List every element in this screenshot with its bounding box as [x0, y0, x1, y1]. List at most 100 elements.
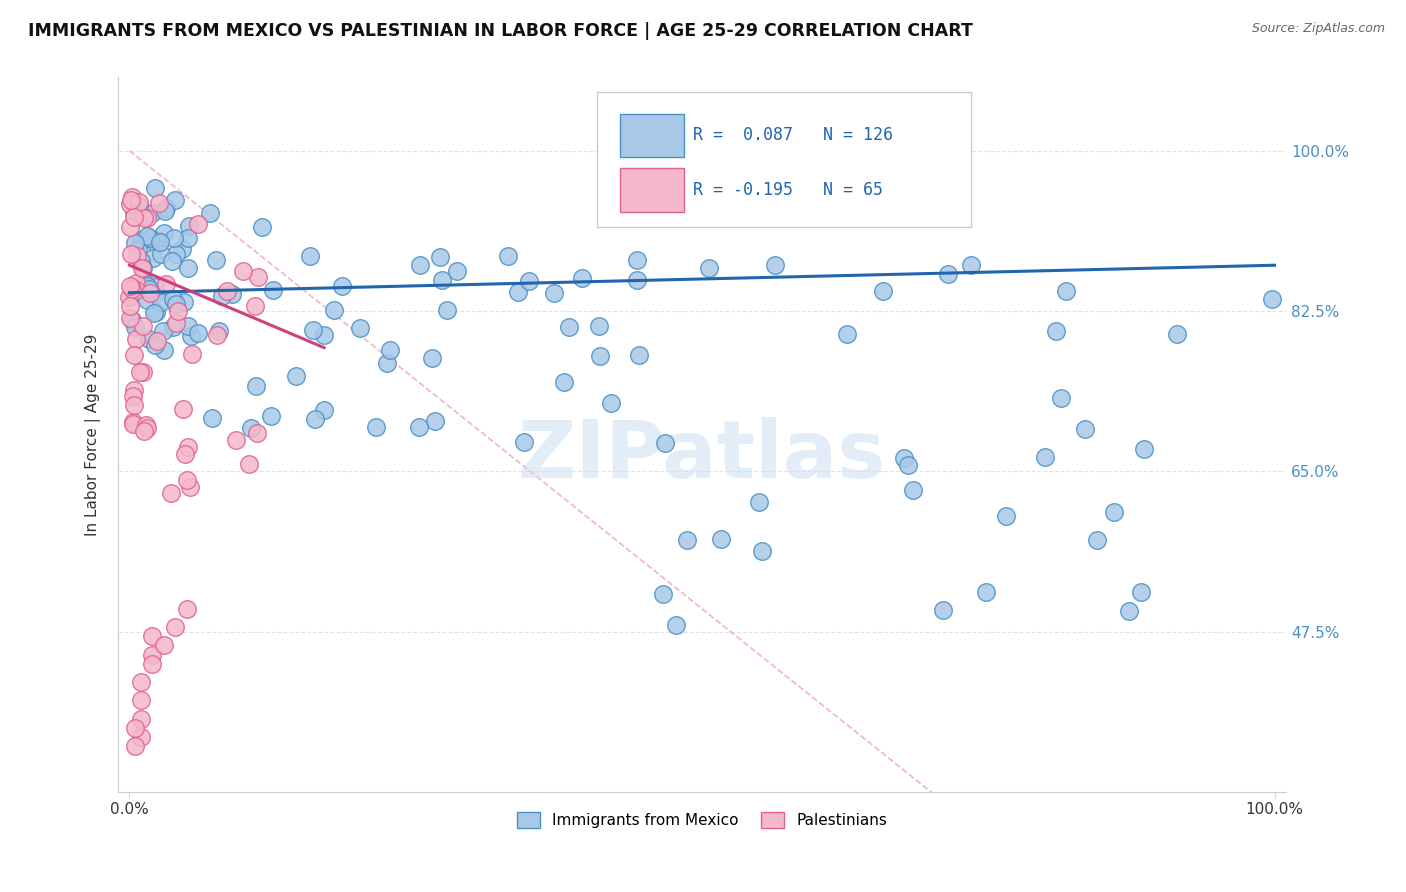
Point: [208, 324, 231, 338]
Point: [128, 194, 150, 209]
Point: [143, 305, 166, 319]
Point: [976, 585, 998, 599]
Point: [118, 197, 141, 211]
Text: R =  0.087   N = 126: R = 0.087 N = 126: [693, 127, 893, 145]
Point: [508, 285, 530, 300]
Point: [652, 586, 675, 600]
Point: [131, 261, 153, 276]
Y-axis label: In Labor Force | Age 25-29: In Labor Force | Age 25-29: [86, 334, 101, 536]
Point: [215, 284, 238, 298]
Point: [1085, 533, 1108, 548]
Point: [205, 253, 228, 268]
Point: [162, 292, 184, 306]
Point: [120, 193, 142, 207]
Point: [165, 620, 187, 634]
Point: [654, 436, 676, 450]
Point: [180, 329, 202, 343]
Point: [893, 450, 915, 465]
Point: [177, 440, 200, 454]
Point: [143, 235, 166, 249]
Point: [571, 271, 593, 285]
Point: [139, 231, 162, 245]
Point: [129, 693, 152, 707]
Point: [187, 326, 209, 340]
Point: [120, 299, 142, 313]
Point: [872, 284, 894, 298]
Point: [349, 321, 371, 335]
Point: [167, 304, 190, 318]
Point: [748, 495, 770, 509]
Point: [124, 398, 146, 412]
Point: [174, 447, 197, 461]
Point: [139, 286, 162, 301]
Point: [543, 285, 565, 300]
Point: [122, 206, 145, 220]
Point: [148, 196, 170, 211]
Point: [124, 320, 146, 334]
Point: [134, 424, 156, 438]
Point: [149, 235, 172, 250]
Point: [285, 368, 308, 383]
Point: [901, 483, 924, 497]
Point: [710, 532, 733, 546]
Point: [152, 324, 174, 338]
Point: [124, 739, 146, 753]
Point: [172, 242, 194, 256]
Point: [127, 242, 149, 256]
Point: [1074, 422, 1097, 436]
Point: [1130, 584, 1153, 599]
Point: [211, 288, 233, 302]
Point: [245, 379, 267, 393]
Point: [408, 419, 430, 434]
Point: [162, 320, 184, 334]
Point: [121, 415, 143, 429]
Point: [626, 253, 648, 268]
Point: [124, 283, 146, 297]
Point: [142, 251, 165, 265]
Point: [246, 426, 269, 441]
Point: [165, 193, 187, 207]
Point: [496, 249, 519, 263]
Point: [436, 302, 458, 317]
Point: [243, 299, 266, 313]
Point: [1045, 324, 1067, 338]
Point: [665, 618, 688, 632]
Point: [422, 351, 444, 366]
Point: [1102, 505, 1125, 519]
Point: [120, 246, 142, 260]
Point: [177, 230, 200, 244]
Point: [176, 473, 198, 487]
Point: [141, 657, 163, 671]
Point: [155, 277, 177, 292]
Point: [136, 420, 159, 434]
Point: [330, 279, 353, 293]
Point: [931, 603, 953, 617]
Point: [446, 263, 468, 277]
Point: [896, 458, 918, 472]
Point: [553, 375, 575, 389]
Point: [122, 383, 145, 397]
Point: [588, 319, 610, 334]
Point: [628, 348, 651, 362]
Point: [179, 219, 201, 234]
Point: [675, 533, 697, 547]
Point: [134, 277, 156, 291]
Point: [763, 258, 786, 272]
Point: [187, 217, 209, 231]
Point: [423, 414, 446, 428]
Point: [1050, 391, 1073, 405]
Text: Source: ZipAtlas.com: Source: ZipAtlas.com: [1251, 22, 1385, 36]
Point: [141, 648, 163, 662]
Point: [129, 365, 152, 379]
Point: [995, 509, 1018, 524]
Point: [207, 328, 229, 343]
Point: [132, 318, 155, 333]
Point: [166, 316, 188, 330]
Point: [166, 296, 188, 310]
Text: ZIPatlas: ZIPatlas: [517, 417, 886, 495]
Point: [135, 279, 157, 293]
Point: [143, 181, 166, 195]
Point: [143, 338, 166, 352]
Point: [198, 205, 221, 219]
Point: [129, 730, 152, 744]
